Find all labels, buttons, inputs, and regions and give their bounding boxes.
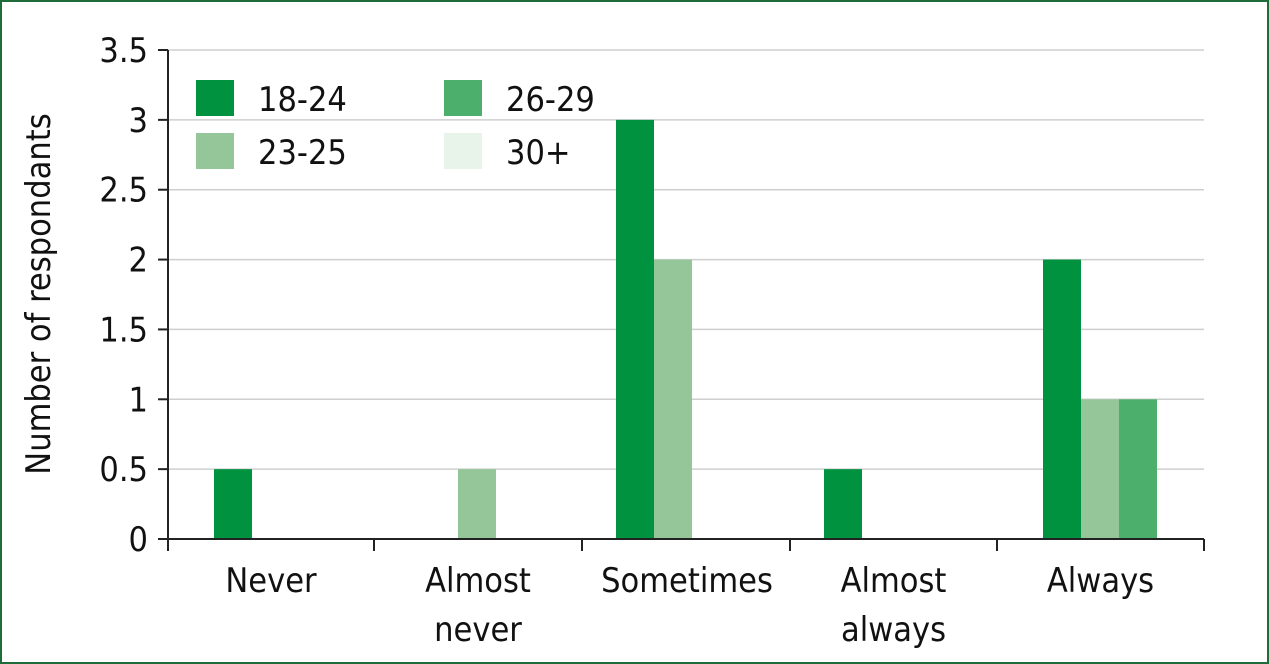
legend-swatch-18-24 (196, 80, 234, 116)
x-category-labels: Never Almost never Sometimes Almost always Alw… (225, 561, 1154, 650)
y-tick-label: 2 (129, 241, 148, 281)
x-category-label-line: Almost (841, 561, 947, 601)
x-category-label: Always (1047, 561, 1154, 601)
y-tick-labels: 0 0.5 1 1.5 2 2.5 3 3.5 (99, 31, 148, 560)
bar-18-24-almost-always (824, 469, 862, 539)
bar-18-24-never (214, 469, 252, 539)
y-tick-label: 1 (129, 380, 148, 420)
axes (167, 50, 1205, 551)
bar-23-25-sometimes (654, 259, 692, 539)
x-category-label: Almost always (841, 561, 947, 650)
legend-label-26-29: 26-29 (506, 80, 595, 120)
x-category-label: Almost never (425, 561, 531, 650)
y-tick-label: 3 (129, 101, 148, 141)
y-tick-label: 2.5 (99, 171, 148, 211)
x-category-label-line: Never (225, 561, 317, 601)
legend-swatch-26-29 (444, 80, 482, 116)
bar-18-24-sometimes (616, 119, 654, 539)
x-category-label: Never (225, 561, 317, 601)
legend-swatch-30+ (444, 133, 482, 169)
legend-label-18-24: 18-24 (258, 80, 347, 120)
x-category-label-line: never (434, 610, 522, 650)
legend: 18-24 23-25 26-29 30+ (196, 80, 595, 173)
bar-18-24-always (1043, 259, 1081, 539)
bar-23-25-almost-never (458, 469, 496, 539)
x-category-label-line: Always (1047, 561, 1154, 601)
x-category-label-line: always (841, 610, 946, 650)
legend-label-30+: 30+ (506, 133, 571, 173)
y-tick-label: 3.5 (99, 31, 148, 71)
y-axis-title: Number of respondants (19, 113, 59, 474)
bar-26-29-always (1119, 399, 1157, 539)
legend-label-23-25: 23-25 (258, 133, 347, 173)
bar-23-25-always (1081, 399, 1119, 539)
y-tick-label: 0 (129, 520, 148, 560)
x-category-label-line: Almost (425, 561, 531, 601)
bars (214, 119, 1157, 539)
legend-swatch-23-25 (196, 133, 234, 169)
x-category-label-line: Sometimes (601, 561, 773, 601)
y-tick-label: 0.5 (99, 450, 148, 490)
y-tick-label: 1.5 (99, 310, 148, 350)
x-category-label: Sometimes (601, 561, 773, 601)
